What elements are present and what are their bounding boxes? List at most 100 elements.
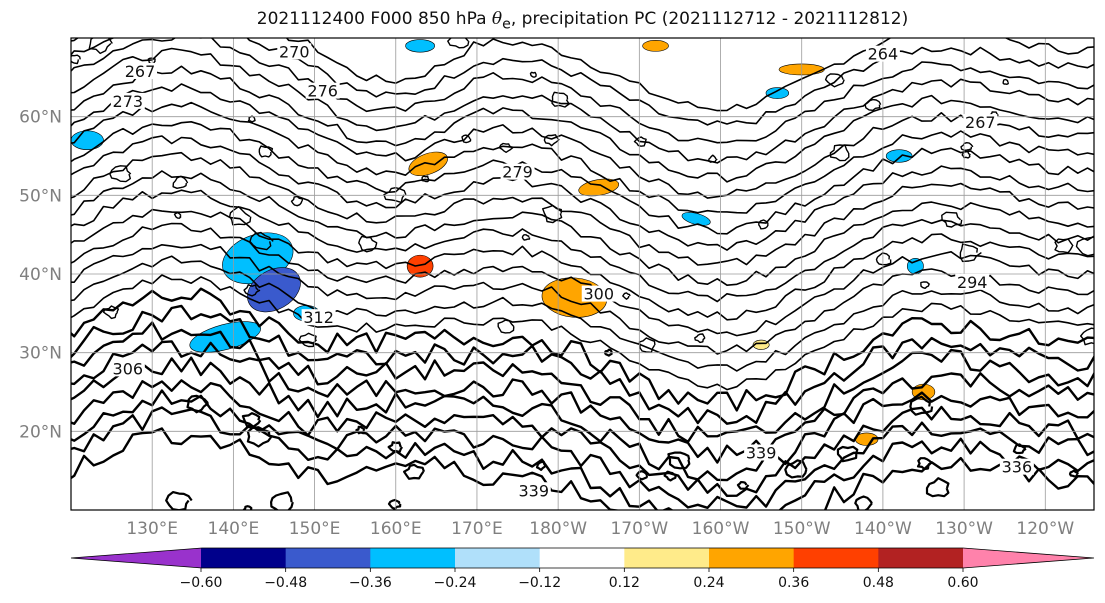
theta-e-contour <box>909 395 934 416</box>
theta-e-contour <box>71 274 1094 391</box>
theta-e-contour <box>824 73 845 88</box>
contour-label-bg <box>963 114 998 131</box>
theta-e-contour <box>633 136 647 147</box>
theta-e-contour <box>298 332 318 348</box>
contour-label: 273 <box>113 92 144 111</box>
theta-e-contour <box>71 170 1094 286</box>
theta-e-contour <box>920 281 931 289</box>
theta-e-contours <box>71 38 1094 510</box>
theta-e-contour <box>71 38 1094 144</box>
theta-e-contour <box>925 477 950 498</box>
contour-label-bg <box>999 458 1034 475</box>
theta-e-contour <box>784 459 808 479</box>
colorbar-bin <box>539 548 625 568</box>
theta-e-contour <box>71 101 1094 214</box>
colorbar-extend-max <box>963 548 1094 568</box>
contour-label: 264 <box>868 45 899 64</box>
colorbar-tick-label: −0.24 <box>434 575 477 591</box>
theta-e-contour <box>88 38 113 55</box>
precip-anomaly-patch <box>642 40 669 52</box>
contour-label: 336 <box>1002 458 1033 477</box>
contour-label: 312 <box>303 308 334 327</box>
colorbar-tick-label: −0.48 <box>264 575 307 591</box>
theta-e-contour <box>521 234 531 241</box>
theta-e-contour <box>708 154 718 163</box>
map-frame <box>70 37 1095 511</box>
theta-e-contour <box>829 144 850 162</box>
theta-e-contour <box>71 38 1094 112</box>
longitude-label: 180°W <box>529 519 587 539</box>
theta-e-contour <box>165 491 193 510</box>
colorbar-tick-label: 0.48 <box>863 575 894 591</box>
theta-e-contour <box>71 54 81 65</box>
theta-e-contour <box>622 292 631 300</box>
colorbar-bin <box>370 548 456 568</box>
map-title: 2021112400 F000 850 hPa θe, precipitatio… <box>0 9 1105 32</box>
contour-label: 270 <box>279 42 310 61</box>
gridlines <box>71 38 1094 510</box>
theta-e-contour <box>694 333 706 344</box>
theta-e-contour <box>461 134 472 144</box>
contour-label-bg <box>123 62 158 79</box>
longitude-label: 170°W <box>610 519 668 539</box>
theta-e-contour <box>758 219 769 230</box>
theta-e-contour <box>635 470 649 481</box>
theta-e-contour <box>736 481 750 490</box>
theta-e-contour <box>387 441 404 453</box>
contour-label-bg <box>955 273 990 290</box>
title-prefix: 2021112400 F000 850 hPa <box>256 9 492 29</box>
theta-e-contour <box>249 231 274 251</box>
theta-e-contour <box>102 305 120 320</box>
theta-e-contour <box>542 204 563 224</box>
theta-e-contour <box>1080 327 1094 346</box>
theta-e-contour <box>854 495 873 510</box>
theta-e-contour <box>173 211 182 219</box>
theta-e-contour <box>71 121 1094 235</box>
contour-label-bg <box>305 82 340 99</box>
contour-label: 279 <box>502 163 533 182</box>
theta-e-contour <box>71 389 1094 509</box>
contour-label: 294 <box>957 273 988 292</box>
theta-e-contour <box>241 412 262 429</box>
theta-e-contour <box>71 287 1094 412</box>
precip-anomaly-patch <box>405 39 436 53</box>
colorbar-bin <box>201 548 287 568</box>
contour-label-bg <box>865 45 900 62</box>
latitude-label: 60°N <box>19 108 62 128</box>
theta-e-contour <box>387 498 402 510</box>
contour-label: 339 <box>746 444 777 463</box>
theta-e-contour <box>961 150 971 159</box>
colorbar-bin <box>709 548 795 568</box>
theta-e-contour <box>71 304 1094 425</box>
precip-anomaly-patch <box>247 267 301 313</box>
longitude-label: 130°W <box>935 519 993 539</box>
colorbar-bin <box>285 548 371 568</box>
theta-e-contour <box>960 142 974 151</box>
contour-label: 276 <box>307 82 338 101</box>
theta-e-contour <box>497 319 515 334</box>
theta-e-contour <box>864 98 882 111</box>
precip-anomaly-patch <box>406 254 434 278</box>
colorbar-extend-min <box>71 548 202 568</box>
longitude-label: 170°E <box>451 519 503 539</box>
longitude-label: 140°E <box>208 519 260 539</box>
theta-e-contour <box>71 65 1094 183</box>
colorbar-tick-label: 0.12 <box>609 575 640 591</box>
theta-e-contour <box>1002 78 1009 85</box>
theta-e-contour <box>71 222 1094 337</box>
theta-e-contour <box>383 187 407 204</box>
theta-e-contour <box>71 151 1094 266</box>
contour-labels: 267 270 276 273 264 267 279 294 300 306 312 336 339 3… <box>110 42 1034 500</box>
latitude-label: 30°N <box>19 344 62 364</box>
theta-e-contour <box>246 426 273 448</box>
precip-anomaly-patch <box>885 149 913 163</box>
theta-e-contour <box>71 47 1094 164</box>
contour-label: 306 <box>113 359 144 378</box>
longitude-label: 120°W <box>1016 519 1074 539</box>
latitude-label: 20°N <box>19 422 62 442</box>
longitude-label: 150°E <box>289 519 341 539</box>
theta-e-contour <box>71 135 1094 251</box>
title-suffix: , precipitation PC (2021112712 - 2021112… <box>510 9 909 29</box>
theta-e-contour <box>529 71 537 78</box>
contour-label-bg <box>110 360 145 377</box>
